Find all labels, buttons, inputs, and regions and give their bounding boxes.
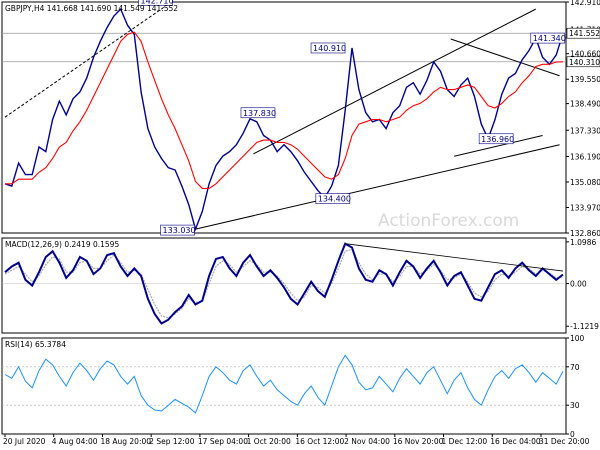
annotation-label: 137.830: [243, 109, 276, 118]
macd-trendline: [345, 243, 564, 272]
x-tick-label: 1 Dec 12:00: [442, 437, 488, 446]
annotation-label: 141.340: [533, 34, 566, 43]
annotation-box: [138, 0, 173, 6]
x-tick-label: 4 Aug 04:00: [52, 437, 98, 446]
macd-title: MACD(12,26,9) 0.2419 0.1595: [5, 240, 119, 249]
price-y-tick-label: 140.660: [570, 50, 600, 59]
price-y-tick-label: 135.080: [570, 178, 600, 187]
annotation-box: [530, 32, 566, 44]
ma-price-box: [566, 56, 600, 68]
x-tick-label: 16 Nov 20:00: [393, 437, 444, 446]
x-tick-label: 18 Aug 20:00: [100, 437, 151, 446]
current-price-label: 141.552: [569, 29, 600, 38]
annotation-box: [478, 133, 514, 145]
rsi-y-tick-label: 100: [570, 334, 585, 343]
price-series: [4, 7, 564, 232]
converging-upper-line: [450, 38, 560, 77]
moving-average-series: [5, 31, 564, 189]
x-tick-label: 2 Sep 12:00: [149, 437, 195, 446]
watermark: ActionForex.com: [378, 211, 519, 231]
annotation-box: [315, 193, 351, 204]
annotation-box: [240, 107, 276, 119]
price-y-tick-label: 132.860: [570, 229, 600, 238]
upper-channel-line: [253, 8, 537, 155]
x-tick-label: 17 Sep 04:00: [198, 437, 248, 446]
ma-price-label: 140.310: [569, 58, 600, 67]
rsi-y-tick-label: 30: [570, 401, 580, 410]
price-y-tick-label: 139.550: [570, 75, 600, 84]
x-tick-label: 16 Dec 04:00: [490, 437, 541, 446]
panel-frame-2: [1, 337, 567, 435]
annotation-box: [310, 42, 346, 54]
macd-signal-series: [4, 248, 564, 319]
macd-y-tick-label: 0.00: [570, 280, 587, 289]
x-tick-label: 2 Nov 04:00: [344, 437, 390, 446]
lower-channel-line: [195, 144, 560, 230]
price-title: GBPJPY,H4 141.668 141.690 141.549 141.55…: [5, 4, 178, 13]
annotation-label: 133.030: [163, 226, 196, 235]
annotation-label: 134.400: [318, 195, 351, 204]
panel-frame-0: [1, 1, 567, 234]
macd-y-tick-label: 1.0986: [570, 238, 596, 247]
rsi-title: RSI(14) 65.3784: [5, 340, 66, 349]
x-tick-label: 1 Oct 20:00: [247, 437, 291, 446]
price-y-tick-label: 136.190: [570, 152, 600, 161]
macd-y-tick-label: -1.1219: [570, 322, 599, 331]
x-tick-label: 20 Jul 2020: [3, 437, 46, 446]
annotation-label: 136.960: [481, 135, 514, 144]
price-y-tick-label: 133.970: [570, 203, 600, 212]
panel-frame-1: [1, 237, 567, 334]
current-price-box: [566, 27, 600, 39]
annotation-label: 140.910: [313, 44, 346, 53]
dashed-trendline: [4, 6, 166, 118]
converging-lower-line: [454, 135, 543, 157]
rsi-y-tick-label: 0: [570, 430, 575, 439]
annotation-label: 142.710: [141, 0, 174, 6]
macd-series: [4, 242, 564, 325]
price-y-tick-label: 142.910: [570, 0, 600, 7]
x-tick-label: 31 Dec 20:00: [539, 437, 590, 446]
price-y-tick-label: 137.330: [570, 126, 600, 135]
rsi-series: [4, 354, 564, 414]
annotation-box: [160, 224, 195, 236]
x-tick-label: 16 Oct 12:00: [295, 437, 344, 446]
rsi-y-tick-label: 70: [570, 363, 580, 372]
price-y-tick-label: 138.490: [570, 100, 600, 109]
